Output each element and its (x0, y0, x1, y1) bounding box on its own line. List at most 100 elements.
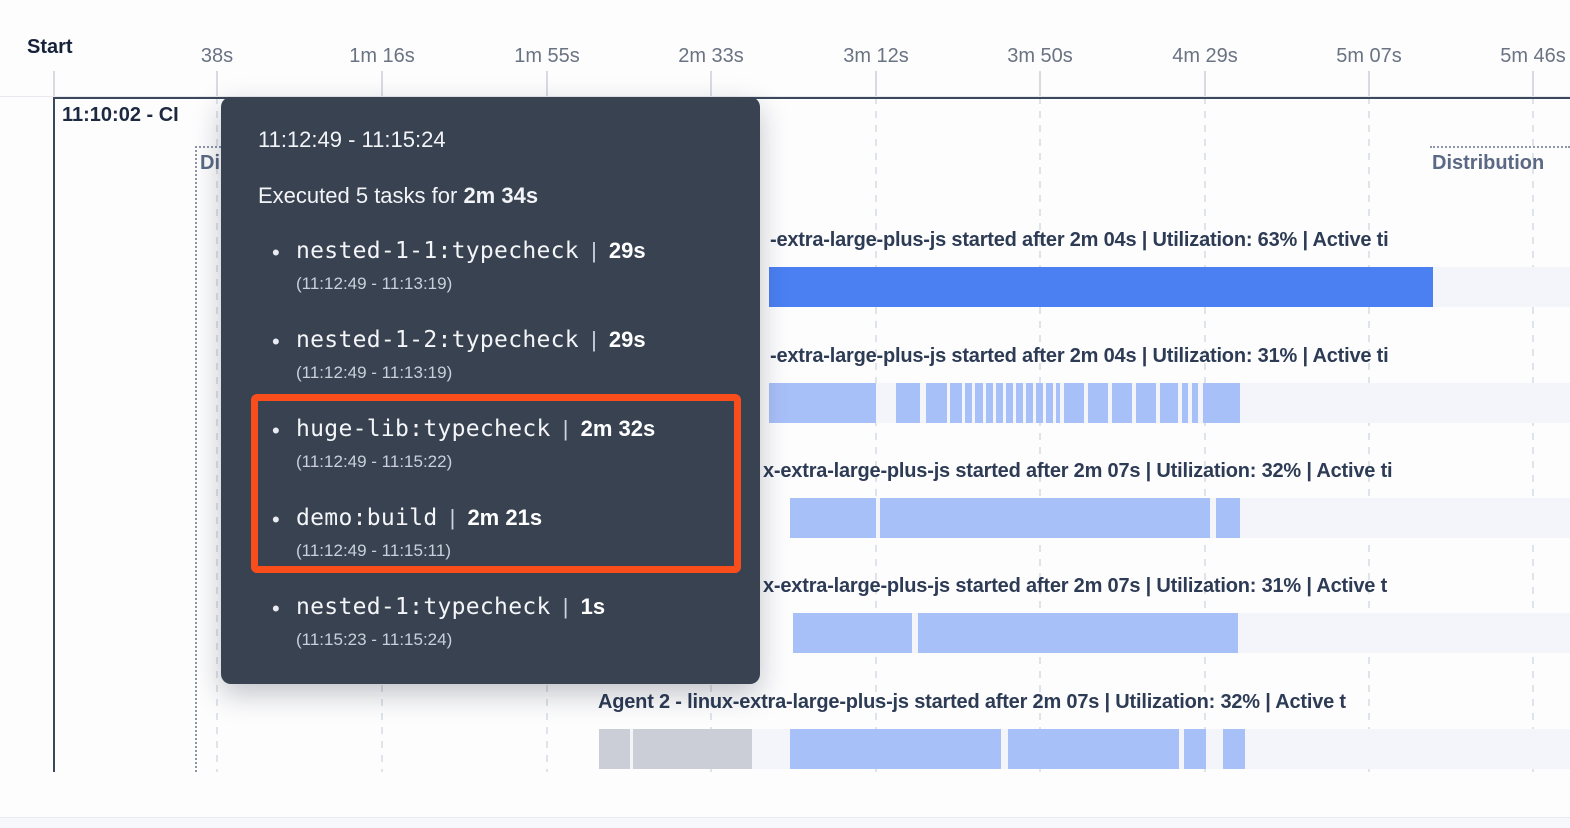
agent-bar-segment[interactable] (769, 267, 1433, 307)
agent-bar-segment[interactable] (1036, 383, 1043, 423)
agent-bar-segment[interactable] (1046, 383, 1053, 423)
agent-bar-segment[interactable] (790, 729, 1001, 769)
agent-bar-segment[interactable] (1064, 383, 1084, 423)
tooltip-task-item: • nested-1-2:typecheck | 29s (11:12:49 - 1… (221, 327, 760, 407)
agent-bar-segment[interactable] (996, 383, 1003, 423)
distribution-label-right: Distribution (1432, 152, 1545, 174)
axis-tick-mark (1204, 71, 1206, 96)
agent-bar-segment[interactable] (896, 383, 920, 423)
task-separator: | (443, 505, 462, 530)
agent-bar-segment[interactable] (790, 498, 876, 538)
agent-bar-segment[interactable] (1008, 729, 1179, 769)
axis-tick-label: 3m 50s (1007, 45, 1073, 67)
bullet-icon: • (272, 596, 280, 621)
agent-bar-segment[interactable] (599, 729, 630, 769)
agent-bar-segment[interactable] (926, 383, 947, 423)
agent-bar-segment[interactable] (1184, 729, 1206, 769)
task-name-line: nested-1-2:typecheck | 29s (296, 327, 646, 353)
task-name-line: nested-1:typecheck | 1s (296, 594, 605, 620)
axis-tick-mark (1532, 71, 1534, 96)
axis-tick-label: 1m 16s (349, 45, 415, 67)
agent-row-label: x-extra-large-plus-js started after 2m 0… (763, 460, 1393, 482)
task-name-line: huge-lib:typecheck | 2m 32s (296, 416, 655, 442)
gridline (875, 97, 877, 772)
task-duration: 2m 21s (467, 505, 543, 530)
bullet-icon: • (272, 418, 280, 443)
tooltip-task-item: • demo:build | 2m 21s (11:12:49 - 11:15:11… (221, 505, 760, 585)
axis-tick-mark (216, 71, 218, 96)
task-time-range: (11:12:49 - 11:13:19) (296, 363, 453, 382)
pipeline-execution-box (53, 97, 1570, 772)
agent-bar-segment[interactable] (1216, 498, 1240, 538)
agent-bar-segment[interactable] (633, 729, 752, 769)
agent-bar-segment[interactable] (1136, 383, 1156, 423)
task-duration: 29s (608, 327, 646, 352)
agent-bar-segment[interactable] (975, 383, 983, 423)
bullet-icon: • (272, 329, 280, 354)
axis-tick-label: 3m 12s (843, 45, 909, 67)
agent-bar-segment[interactable] (1056, 383, 1060, 423)
agent-bar-segment[interactable] (918, 613, 1238, 653)
task-name: nested-1-1:typecheck (296, 238, 579, 264)
axis-tick-mark (1039, 71, 1041, 96)
footer-divider (0, 817, 1570, 818)
agent-bar-segment[interactable] (950, 383, 962, 423)
task-name: huge-lib:typecheck (296, 416, 551, 442)
tooltip-summary: Executed 5 tasks for 2m 34s (258, 183, 538, 209)
agent-track[interactable] (769, 267, 1570, 307)
tooltip-summary-prefix: Executed 5 tasks for (258, 183, 464, 208)
agent-bar-segment[interactable] (1192, 383, 1198, 423)
agent-bar-segment[interactable] (1223, 729, 1245, 769)
agent-bar-segment[interactable] (1016, 383, 1023, 423)
axis-tick-mark (710, 71, 712, 96)
axis-tick-label: 2m 33s (678, 45, 744, 67)
agent-bar-segment[interactable] (880, 498, 1210, 538)
axis-tick-label: 38s (200, 45, 234, 67)
task-duration: 2m 32s (580, 416, 656, 441)
task-tooltip: 11:12:49 - 11:15:24 Executed 5 tasks for… (221, 97, 760, 684)
agent-bar-segment[interactable] (1160, 383, 1178, 423)
agent-track[interactable] (599, 729, 1570, 769)
task-separator: | (584, 327, 603, 352)
task-time-range: (11:12:49 - 11:15:11) (296, 541, 451, 560)
axis-tick-mark (1368, 71, 1370, 96)
footer-band (0, 818, 1570, 828)
agent-row-label: x-extra-large-plus-js started after 2m 0… (763, 575, 1388, 597)
gridline (1368, 97, 1370, 772)
agent-bar-segment[interactable] (1088, 383, 1108, 423)
task-name: nested-1-2:typecheck (296, 327, 579, 353)
task-name: demo:build (296, 505, 438, 531)
agent-bar-segment[interactable] (965, 383, 972, 423)
tooltip-summary-duration: 2m 34s (463, 183, 539, 208)
agent-bar-segment[interactable] (986, 383, 993, 423)
tooltip-task-item: • huge-lib:typecheck | 2m 32s (11:12:49 - … (221, 416, 760, 496)
task-separator: | (556, 594, 575, 619)
gridline (1039, 97, 1041, 772)
task-name-line: nested-1-1:typecheck | 29s (296, 238, 646, 264)
task-duration: 1s (580, 594, 606, 619)
agent-bar-segment[interactable] (1026, 383, 1033, 423)
agent-track[interactable] (769, 383, 1570, 423)
pipeline-label: 11:10:02 - CI (62, 104, 179, 126)
agent-bar-segment[interactable] (769, 383, 876, 423)
agent-track[interactable] (793, 613, 1570, 653)
axis-baseline (0, 96, 1570, 97)
task-name-line: demo:build | 2m 21s (296, 505, 542, 531)
bullet-icon: • (272, 507, 280, 532)
gridline (1204, 97, 1206, 772)
axis-tick-mark (875, 71, 877, 96)
axis-tick-start (53, 71, 55, 96)
agent-track[interactable] (790, 498, 1570, 538)
agent-bar-segment[interactable] (793, 613, 912, 653)
tooltip-task-item: • nested-1-1:typecheck | 29s (11:12:49 - 1… (221, 238, 760, 318)
agent-bar-segment[interactable] (1006, 383, 1013, 423)
axis-tick-label: 5m 07s (1336, 45, 1402, 67)
bullet-icon: • (272, 240, 280, 265)
gridline (216, 97, 218, 772)
task-time-range: (11:15:23 - 11:15:24) (296, 630, 453, 649)
agent-bar-segment[interactable] (1182, 383, 1188, 423)
agent-bar-segment[interactable] (1112, 383, 1132, 423)
tooltip-time-range: 11:12:49 - 11:15:24 (258, 127, 446, 152)
agent-bar-segment[interactable] (1203, 383, 1240, 423)
